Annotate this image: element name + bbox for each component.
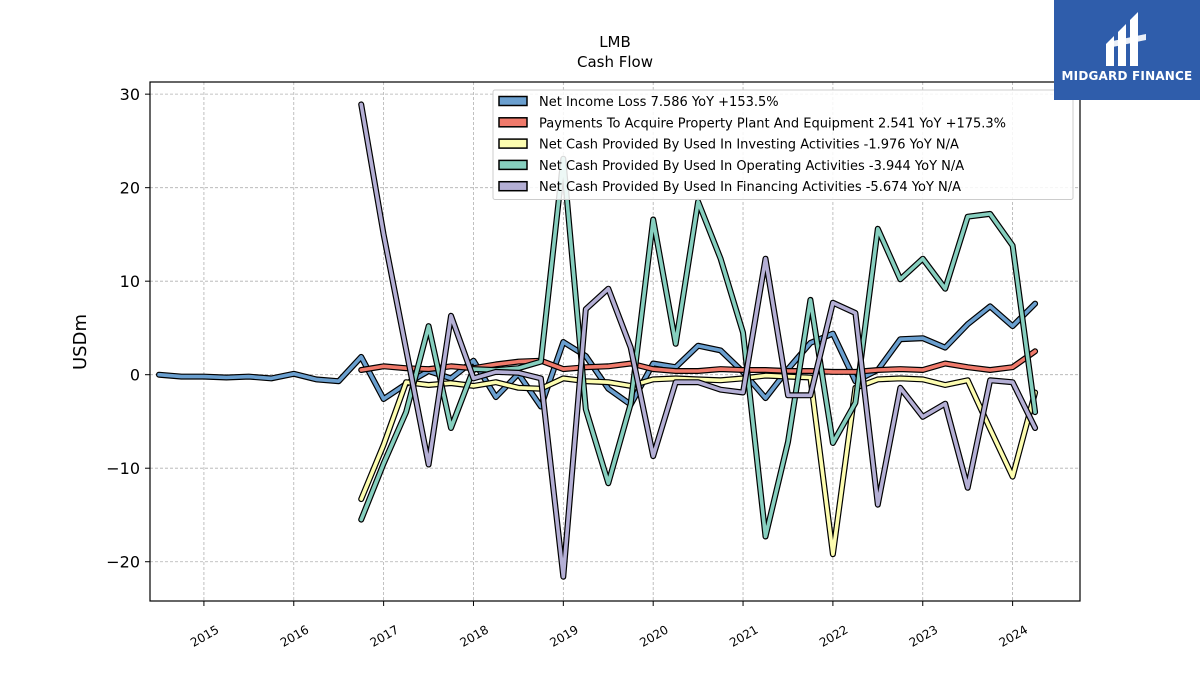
- x-tick-label: 2020: [637, 622, 670, 649]
- legend-swatch: [498, 138, 528, 149]
- legend: Net Income Loss 7.586 YoY +153.5% Payment…: [492, 89, 1074, 200]
- midgard-finance-logo: MIDGARD FINANCE: [1054, 0, 1200, 100]
- plot-frame: [149, 81, 1081, 602]
- x-tick-label: 2015: [188, 622, 221, 649]
- y-tick-label: −10: [106, 459, 140, 478]
- series-layer: [156, 101, 1039, 580]
- series-0: [156, 300, 1039, 410]
- legend-entry-label: Net Cash Provided By Used In Financing A…: [539, 180, 961, 195]
- legend-box: [492, 89, 1074, 200]
- x-tick-label: 2021: [727, 622, 760, 649]
- legend-swatch: [498, 159, 528, 171]
- chart-title: LMB: [599, 33, 631, 51]
- x-tick-label: 2024: [997, 622, 1030, 649]
- series-line: [359, 156, 1037, 539]
- legend-swatch: [498, 95, 528, 107]
- x-tick-label: 2016: [278, 622, 311, 649]
- y-tick-label: 0: [130, 366, 140, 385]
- series-line: [359, 102, 1037, 579]
- brand-name: MIDGARD FINANCE: [1061, 69, 1193, 83]
- legend-entry-label: Net Income Loss 7.586 YoY +153.5%: [539, 95, 779, 110]
- legend-entry-label: Net Cash Provided By Used In Investing A…: [539, 138, 959, 153]
- y-tick-label: −20: [106, 553, 140, 572]
- x-axis: 2015 2016 2017 2018 2019 2020 2021 2022 2023 2024: [188, 601, 1030, 650]
- midgard-logo-icon: [1106, 12, 1146, 66]
- legend-swatch: [498, 117, 528, 128]
- legend-swatch: [498, 180, 528, 192]
- y-axis-label: USDm: [70, 314, 91, 370]
- x-tick-label: 2017: [368, 622, 401, 649]
- legend-entry-label: Payments To Acquire Property Plant And E…: [539, 116, 1006, 131]
- y-tick-label: 30: [120, 85, 140, 104]
- y-tick-label: 10: [120, 272, 140, 291]
- series-line: [157, 301, 1037, 409]
- y-tick-label: 20: [120, 179, 140, 198]
- series-3: [358, 155, 1039, 540]
- x-tick-label: 2022: [817, 622, 850, 649]
- x-tick-label: 2018: [458, 622, 491, 649]
- x-tick-label: 2023: [907, 622, 940, 649]
- chart-subtitle: Cash Flow: [577, 53, 653, 71]
- legend-entry-label: Net Cash Provided By Used In Operating A…: [539, 159, 964, 174]
- x-tick-label: 2019: [547, 622, 580, 649]
- y-axis: 30 20 10 0 −10 −20: [106, 85, 150, 572]
- series-4: [358, 101, 1039, 580]
